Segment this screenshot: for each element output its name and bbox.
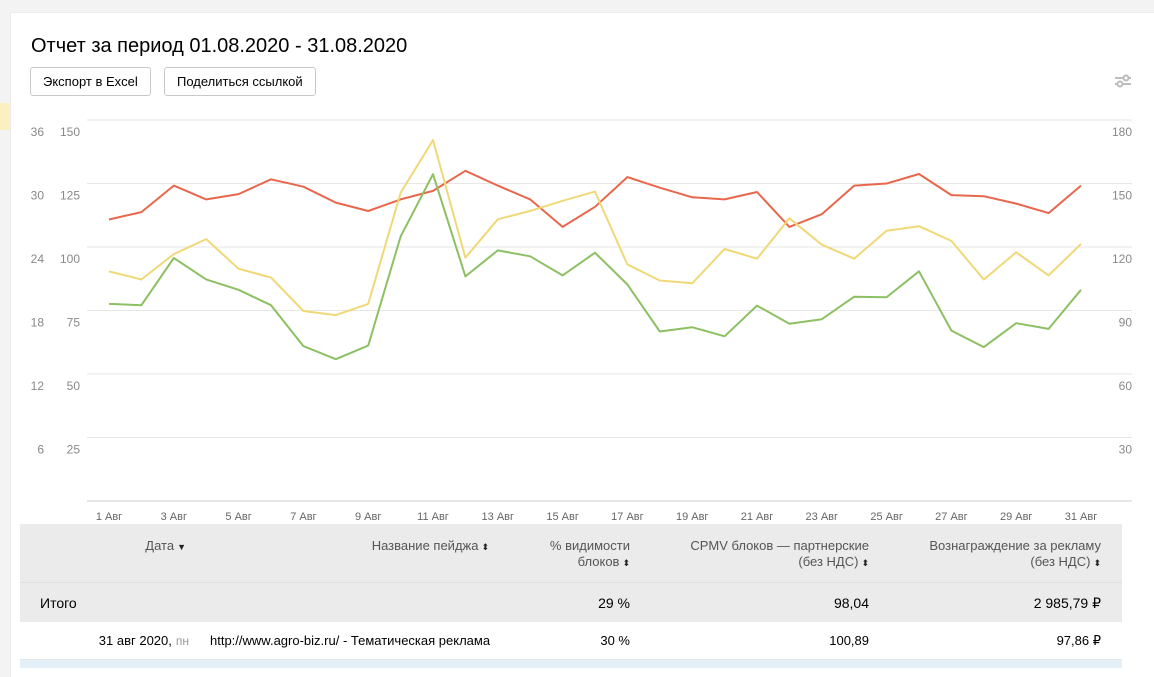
column-page-name[interactable]: Название пейджа ⬍	[371, 538, 489, 553]
sort-icon: ⬍	[622, 558, 630, 568]
y-tick-left-outer: 24	[31, 252, 45, 266]
total-reward: 2 985,79 ₽	[1033, 595, 1101, 611]
series-line-1	[108, 169, 1082, 228]
sort-icon: ⬍	[1093, 558, 1101, 568]
x-tick-label: 15 Авг	[546, 511, 578, 523]
column-date[interactable]: Дата ▼	[145, 538, 186, 553]
x-tick-label: 29 Авг	[1000, 511, 1032, 523]
row-weekday: пн	[175, 634, 189, 648]
total-label: Итого	[40, 595, 77, 611]
x-tick-label: 11 Авг	[417, 511, 449, 523]
sort-icon: ⬍	[861, 558, 869, 568]
y-tick-left-inner: 125	[60, 189, 80, 203]
y-tick-left-outer: 12	[31, 379, 45, 393]
x-tick-label: 27 Авг	[935, 511, 967, 523]
report-chart: 6 12 18 24 30 36 25 50 75 100 125 150 30 60 90 120 150 18…	[31, 119, 1133, 523]
series-line-2	[108, 139, 1082, 317]
x-tick-label: 5 Авг	[225, 511, 251, 523]
sliders-icon[interactable]	[1114, 74, 1132, 88]
x-tick-label: 31 Авг	[1065, 511, 1097, 523]
sort-desc-icon: ▼	[177, 542, 186, 552]
export-excel-button[interactable]: Экспорт в Excel	[30, 67, 151, 96]
row-reward: 97,86 ₽	[1056, 633, 1101, 648]
y-tick-right: 60	[1119, 379, 1133, 393]
x-tick-label: 17 Авг	[611, 511, 643, 523]
y-tick-right: 150	[1112, 189, 1132, 203]
total-row: Итого 29 % 98,04 2 985,79 ₽	[20, 582, 1122, 622]
y-tick-right: 120	[1112, 252, 1132, 266]
next-row-highlight	[20, 660, 1122, 668]
y-tick-left-inner: 100	[60, 252, 80, 266]
y-tick-left-outer: 36	[31, 125, 45, 139]
x-tick-label: 13 Авг	[482, 511, 514, 523]
row-date: 31 авг 2020, пн	[98, 633, 189, 648]
y-tick-left-inner: 25	[67, 443, 81, 457]
column-reward[interactable]: Вознаграждение за рекламу (без НДС) ⬍	[929, 538, 1101, 569]
table-row[interactable]: 31 авг 2020, пн http://www.agro-biz.ru/ -…	[20, 622, 1122, 660]
y-tick-left-outer: 30	[31, 189, 45, 203]
report-title: Отчет за период 01.08.2020 - 31.08.2020	[31, 35, 408, 57]
total-visibility: 29 %	[598, 595, 630, 611]
x-tick-label: 19 Авг	[676, 511, 708, 523]
sort-icon: ⬍	[481, 542, 489, 552]
x-tick-label: 9 Авг	[355, 511, 381, 523]
x-tick-label: 21 Авг	[741, 511, 773, 523]
x-tick-label: 23 Авг	[806, 511, 838, 523]
x-tick-label: 3 Авг	[161, 511, 187, 523]
y-tick-right: 180	[1112, 125, 1132, 139]
column-visibility[interactable]: % видимости блоков ⬍	[549, 538, 630, 569]
y-tick-right: 30	[1119, 443, 1133, 457]
total-cpmv: 98,04	[833, 595, 869, 611]
x-tick-label: 7 Авг	[290, 511, 316, 523]
row-page-name[interactable]: http://www.agro-biz.ru/ - Тематическая р…	[210, 633, 491, 648]
y-tick-left-outer: 18	[31, 316, 45, 330]
report-table: Дата ▼ Название пейджа ⬍ % видимости блоко…	[20, 524, 1122, 668]
table-header: Дата ▼ Название пейджа ⬍ % видимости блоко…	[20, 524, 1122, 582]
row-cpmv: 100,89	[829, 633, 869, 648]
y-tick-right: 90	[1119, 316, 1133, 330]
row-visibility: 30 %	[600, 633, 630, 648]
left-accent-marker	[0, 103, 10, 130]
column-cpmv[interactable]: CPMV блоков — партнерские (без НДС) ⬍	[690, 538, 869, 569]
y-tick-left-inner: 75	[67, 316, 81, 330]
y-tick-left-outer: 6	[37, 443, 44, 457]
y-tick-left-inner: 150	[60, 125, 80, 139]
x-tick-label: 25 Авг	[870, 511, 902, 523]
y-tick-left-inner: 50	[67, 379, 81, 393]
share-link-button[interactable]: Поделиться ссылкой	[164, 67, 316, 96]
x-tick-label: 1 Авг	[96, 511, 122, 523]
series-line-3	[108, 173, 1082, 361]
